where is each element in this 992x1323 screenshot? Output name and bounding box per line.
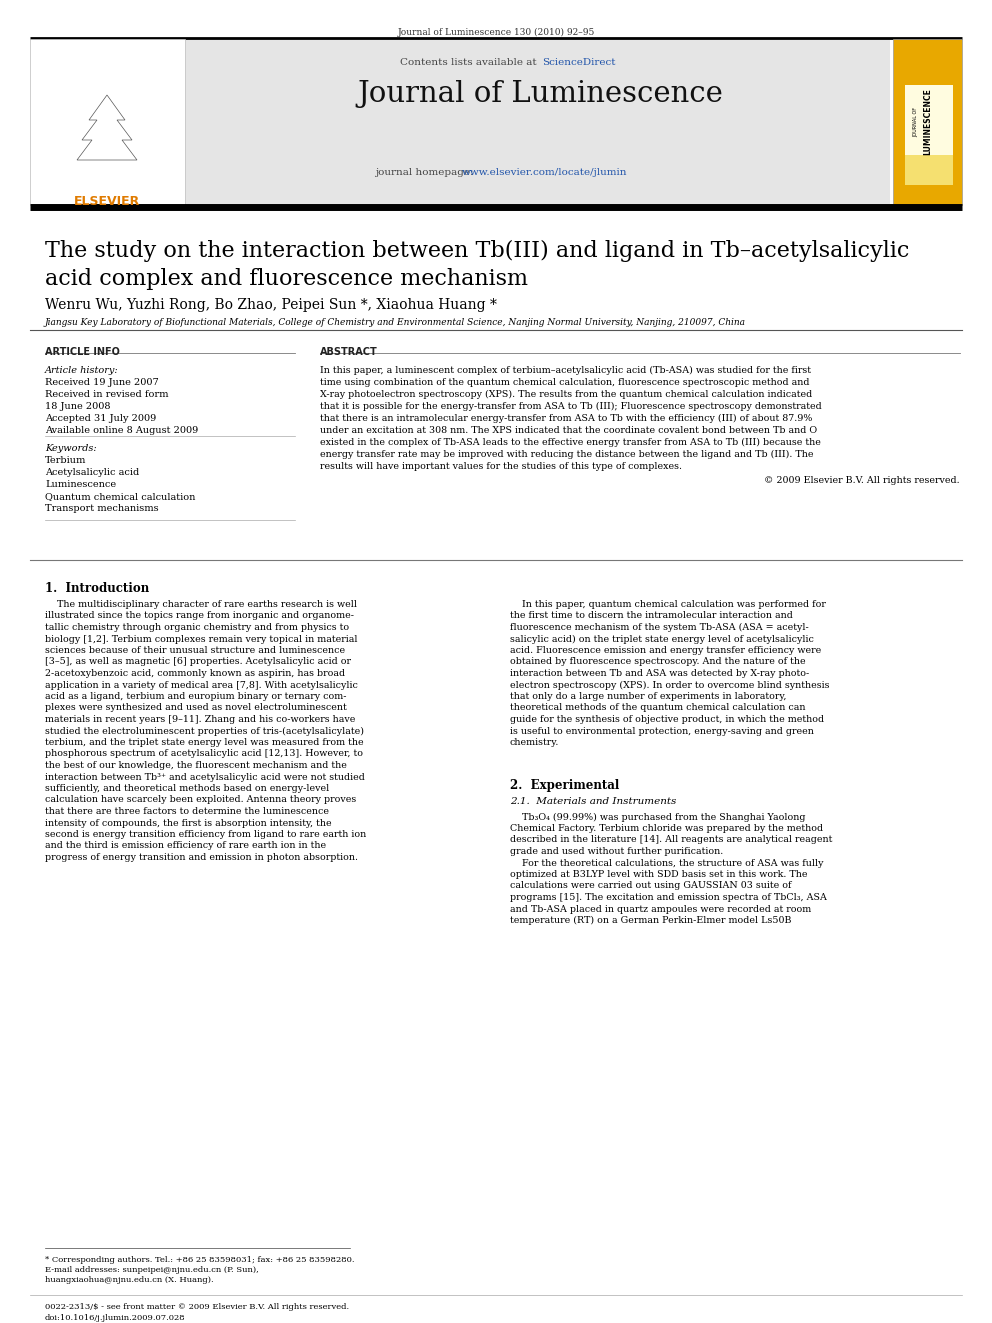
Text: In this paper, quantum chemical calculation was performed for: In this paper, quantum chemical calculat…: [510, 601, 826, 609]
Text: acid. Fluorescence emission and energy transfer efficiency were: acid. Fluorescence emission and energy t…: [510, 646, 821, 655]
Text: obtained by fluorescence spectroscopy. And the nature of the: obtained by fluorescence spectroscopy. A…: [510, 658, 806, 667]
Text: under an excitation at 308 nm. The XPS indicated that the coordinate covalent bo: under an excitation at 308 nm. The XPS i…: [320, 426, 817, 435]
Text: terbium, and the triplet state energy level was measured from the: terbium, and the triplet state energy le…: [45, 738, 364, 747]
Text: 0022-2313/$ - see front matter © 2009 Elsevier B.V. All rights reserved.: 0022-2313/$ - see front matter © 2009 El…: [45, 1303, 349, 1311]
Text: Tb₃O₄ (99.99%) was purchased from the Shanghai Yaolong: Tb₃O₄ (99.99%) was purchased from the Sh…: [510, 812, 806, 822]
Text: The multidisciplinary character of rare earths research is well: The multidisciplinary character of rare …: [45, 601, 357, 609]
Text: calculations were carried out using GAUSSIAN 03 suite of: calculations were carried out using GAUS…: [510, 881, 792, 890]
Text: that it is possible for the energy-transfer from ASA to Tb (III); Fluorescence s: that it is possible for the energy-trans…: [320, 402, 821, 411]
Text: biology [1,2]. Terbium complexes remain very topical in material: biology [1,2]. Terbium complexes remain …: [45, 635, 357, 643]
Text: * Corresponding authors. Tel.: +86 25 83598031; fax: +86 25 83598280.: * Corresponding authors. Tel.: +86 25 83…: [45, 1256, 354, 1263]
Text: and Tb-ASA placed in quartz ampoules were recorded at room: and Tb-ASA placed in quartz ampoules wer…: [510, 905, 811, 913]
Text: Received in revised form: Received in revised form: [45, 390, 169, 400]
Text: plexes were synthesized and used as novel electroluminescent: plexes were synthesized and used as nove…: [45, 704, 347, 713]
Text: Terbium: Terbium: [45, 456, 86, 464]
Text: Luminescence: Luminescence: [45, 480, 116, 490]
Text: Article history:: Article history:: [45, 366, 119, 374]
Text: materials in recent years [9–11]. Zhang and his co-workers have: materials in recent years [9–11]. Zhang …: [45, 714, 355, 724]
Bar: [905, 85, 953, 185]
Text: Journal of Luminescence 130 (2010) 92–95: Journal of Luminescence 130 (2010) 92–95: [398, 28, 594, 37]
Text: Quantum chemical calculation: Quantum chemical calculation: [45, 492, 195, 501]
Text: phosphorous spectrum of acetylsalicylic acid [12,13]. However, to: phosphorous spectrum of acetylsalicylic …: [45, 750, 363, 758]
Text: application in a variety of medical area [7,8]. With acetylsalicylic: application in a variety of medical area…: [45, 680, 358, 689]
Text: 1.  Introduction: 1. Introduction: [45, 582, 149, 595]
Text: Available online 8 August 2009: Available online 8 August 2009: [45, 426, 198, 435]
Text: acid as a ligand, terbium and europium binary or ternary com-: acid as a ligand, terbium and europium b…: [45, 692, 346, 701]
Text: grade and used without further purification.: grade and used without further purificat…: [510, 847, 723, 856]
Text: sufficiently, and theoretical methods based on energy-level: sufficiently, and theoretical methods ba…: [45, 785, 329, 792]
Text: huangxiaohua@njnu.edu.cn (X. Huang).: huangxiaohua@njnu.edu.cn (X. Huang).: [45, 1275, 213, 1285]
Text: Wenru Wu, Yuzhi Rong, Bo Zhao, Peipei Sun *, Xiaohua Huang *: Wenru Wu, Yuzhi Rong, Bo Zhao, Peipei Su…: [45, 298, 497, 312]
Text: optimized at B3LYP level with SDD basis set in this work. The: optimized at B3LYP level with SDD basis …: [510, 871, 807, 878]
Text: intensity of compounds, the first is absorption intensity, the: intensity of compounds, the first is abs…: [45, 819, 331, 827]
Bar: [905, 85, 953, 155]
Text: doi:10.1016/j.jlumin.2009.07.028: doi:10.1016/j.jlumin.2009.07.028: [45, 1314, 186, 1322]
Text: results will have important values for the studies of this type of complexes.: results will have important values for t…: [320, 462, 682, 471]
Text: Accepted 31 July 2009: Accepted 31 July 2009: [45, 414, 157, 423]
Text: chemistry.: chemistry.: [510, 738, 559, 747]
Text: and the third is emission efficiency of rare earth ion in the: and the third is emission efficiency of …: [45, 841, 326, 851]
Text: is useful to environmental protection, energy-saving and green: is useful to environmental protection, e…: [510, 726, 813, 736]
Text: second is energy transition efficiency from ligand to rare earth ion: second is energy transition efficiency f…: [45, 830, 366, 839]
Text: 2-acetoxybenzoic acid, commonly known as aspirin, has broad: 2-acetoxybenzoic acid, commonly known as…: [45, 669, 345, 677]
Text: acid complex and fluorescence mechanism: acid complex and fluorescence mechanism: [45, 269, 528, 290]
Bar: [30, 38, 185, 205]
Text: described in the literature [14]. All reagents are analytical reagent: described in the literature [14]. All re…: [510, 836, 832, 844]
Text: In this paper, a luminescent complex of terbium–acetylsalicylic acid (Tb-ASA) wa: In this paper, a luminescent complex of …: [320, 366, 811, 376]
Text: Received 19 June 2007: Received 19 June 2007: [45, 378, 159, 388]
Text: E-mail addresses: sunpeipei@njnu.edu.cn (P. Sun),: E-mail addresses: sunpeipei@njnu.edu.cn …: [45, 1266, 259, 1274]
Text: illustrated since the topics range from inorganic and organome-: illustrated since the topics range from …: [45, 611, 354, 620]
Text: 18 June 2008: 18 June 2008: [45, 402, 110, 411]
Text: 2.1.  Materials and Instruments: 2.1. Materials and Instruments: [510, 798, 677, 807]
Text: ScienceDirect: ScienceDirect: [542, 58, 615, 67]
Text: tallic chemistry through organic chemistry and from physics to: tallic chemistry through organic chemist…: [45, 623, 349, 632]
Text: the first time to discern the intramolecular interaction and: the first time to discern the intramolec…: [510, 611, 793, 620]
Text: The study on the interaction between Tb(III) and ligand in Tb–acetylsalicylic: The study on the interaction between Tb(…: [45, 239, 910, 262]
Text: Contents lists available at: Contents lists available at: [400, 58, 540, 67]
Text: time using combination of the quantum chemical calculation, fluorescence spectro: time using combination of the quantum ch…: [320, 378, 809, 388]
Text: ARTICLE INFO: ARTICLE INFO: [45, 347, 120, 357]
Text: [3–5], as well as magnetic [6] properties. Acetylsalicylic acid or: [3–5], as well as magnetic [6] propertie…: [45, 658, 351, 667]
Text: JOURNAL OF: JOURNAL OF: [914, 107, 919, 138]
Text: that there are three factors to determine the luminescence: that there are three factors to determin…: [45, 807, 329, 816]
Text: 2.  Experimental: 2. Experimental: [510, 779, 619, 792]
Text: Jiangsu Key Laboratory of Biofunctional Materials, College of Chemistry and Envi: Jiangsu Key Laboratory of Biofunctional …: [45, 318, 746, 327]
Text: ABSTRACT: ABSTRACT: [320, 347, 378, 357]
Text: X-ray photoelectron spectroscopy (XPS). The results from the quantum chemical ca: X-ray photoelectron spectroscopy (XPS). …: [320, 390, 812, 400]
Text: sciences because of their unusual structure and luminescence: sciences because of their unusual struct…: [45, 646, 345, 655]
Text: journal homepage:: journal homepage:: [375, 168, 477, 177]
Text: interaction between Tb and ASA was detected by X-ray photo-: interaction between Tb and ASA was detec…: [510, 669, 809, 677]
Text: guide for the synthesis of objective product, in which the method: guide for the synthesis of objective pro…: [510, 714, 824, 724]
Text: For the theoretical calculations, the structure of ASA was fully: For the theoretical calculations, the st…: [510, 859, 823, 868]
Text: Journal of Luminescence: Journal of Luminescence: [357, 79, 723, 108]
Text: calculation have scarcely been exploited. Antenna theory proves: calculation have scarcely been exploited…: [45, 795, 356, 804]
Text: that there is an intramolecular energy-transfer from ASA to Tb with the efficien: that there is an intramolecular energy-t…: [320, 414, 812, 423]
Text: the best of our knowledge, the fluorescent mechanism and the: the best of our knowledge, the fluoresce…: [45, 761, 347, 770]
Text: Transport mechanisms: Transport mechanisms: [45, 504, 159, 513]
Text: energy transfer rate may be improved with reducing the distance between the liga: energy transfer rate may be improved wit…: [320, 450, 813, 459]
Bar: [893, 38, 962, 205]
Text: fluorescence mechanism of the system Tb-ASA (ASA = acetyl-: fluorescence mechanism of the system Tb-…: [510, 623, 808, 632]
Text: ELSEVIER: ELSEVIER: [73, 194, 140, 208]
Text: theoretical methods of the quantum chemical calculation can: theoretical methods of the quantum chemi…: [510, 704, 806, 713]
Text: www.elsevier.com/locate/jlumin: www.elsevier.com/locate/jlumin: [462, 168, 628, 177]
Text: studied the electroluminescent properties of tris-(acetylsalicylate): studied the electroluminescent propertie…: [45, 726, 364, 736]
Text: temperature (RT) on a German Perkin-Elmer model Ls50B: temperature (RT) on a German Perkin-Elme…: [510, 916, 792, 925]
Text: © 2009 Elsevier B.V. All rights reserved.: © 2009 Elsevier B.V. All rights reserved…: [765, 476, 960, 486]
Text: Acetylsalicylic acid: Acetylsalicylic acid: [45, 468, 139, 478]
Text: salicylic acid) on the triplet state energy level of acetylsalicylic: salicylic acid) on the triplet state ene…: [510, 635, 813, 643]
Text: interaction between Tb³⁺ and acetylsalicylic acid were not studied: interaction between Tb³⁺ and acetylsalic…: [45, 773, 365, 782]
Text: LUMINESCENCE: LUMINESCENCE: [924, 89, 932, 155]
Text: existed in the complex of Tb-ASA leads to the effective energy transfer from ASA: existed in the complex of Tb-ASA leads t…: [320, 438, 820, 447]
Text: Keywords:: Keywords:: [45, 445, 96, 452]
Text: Chemical Factory. Terbium chloride was prepared by the method: Chemical Factory. Terbium chloride was p…: [510, 824, 823, 833]
Text: that only do a large number of experiments in laboratory,: that only do a large number of experimen…: [510, 692, 787, 701]
Text: programs [15]. The excitation and emission spectra of TbCl₃, ASA: programs [15]. The excitation and emissi…: [510, 893, 827, 902]
Bar: [185, 38, 890, 205]
Text: progress of energy transition and emission in photon absorption.: progress of energy transition and emissi…: [45, 853, 358, 863]
Text: electron spectroscopy (XPS). In order to overcome blind synthesis: electron spectroscopy (XPS). In order to…: [510, 680, 829, 689]
